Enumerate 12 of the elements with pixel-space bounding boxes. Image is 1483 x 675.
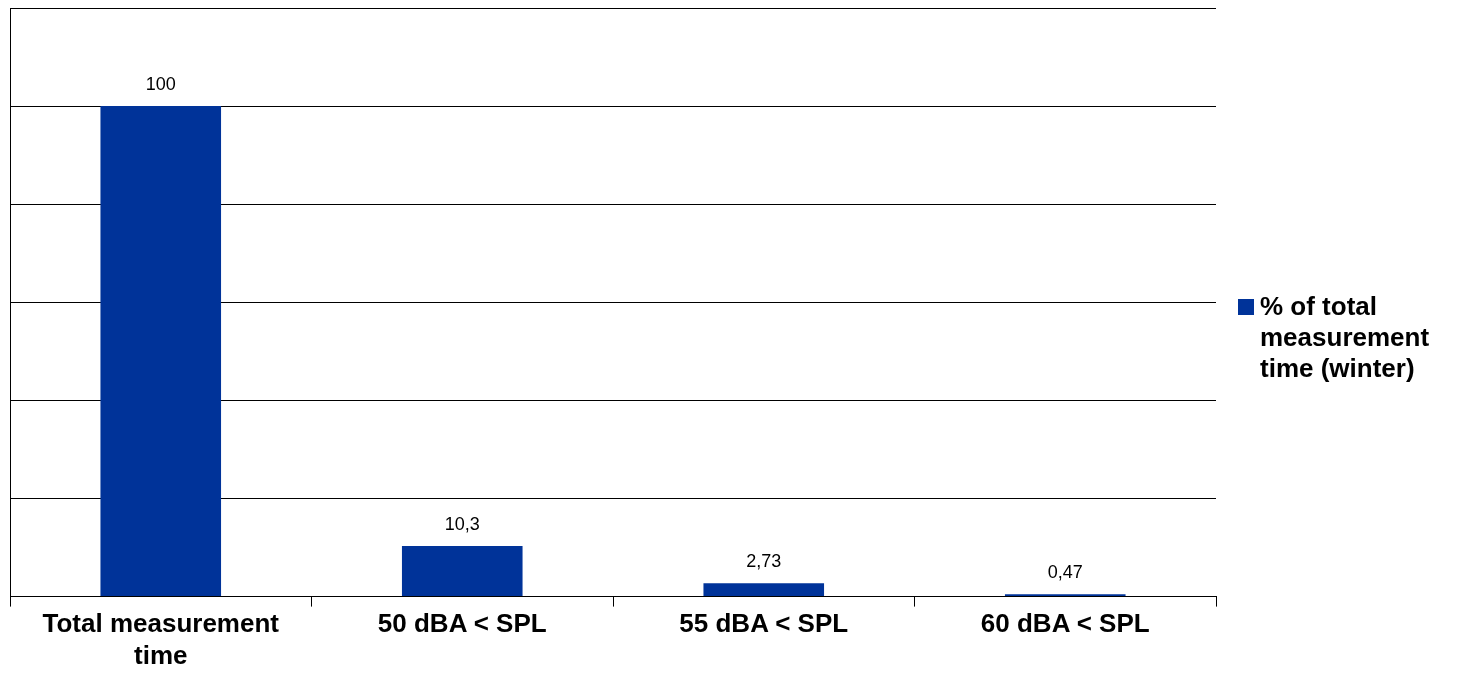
x-tick-label: Total measurement time: [42, 608, 280, 670]
data-label: 2,73: [746, 551, 782, 572]
bar: [100, 106, 222, 597]
bar: [703, 583, 825, 597]
x-tick-label: 55 dBA < SPL: [679, 608, 849, 639]
data-label: 100: [145, 74, 176, 95]
data-label: 10,3: [444, 514, 480, 535]
legend-label: % of total measurement time (winter): [1260, 291, 1431, 384]
x-tick-label: 60 dBA < SPL: [980, 608, 1150, 639]
x-tick-label: 50 dBA < SPL: [377, 608, 547, 639]
bar: [401, 546, 523, 597]
data-label: 0,47: [1047, 562, 1083, 583]
